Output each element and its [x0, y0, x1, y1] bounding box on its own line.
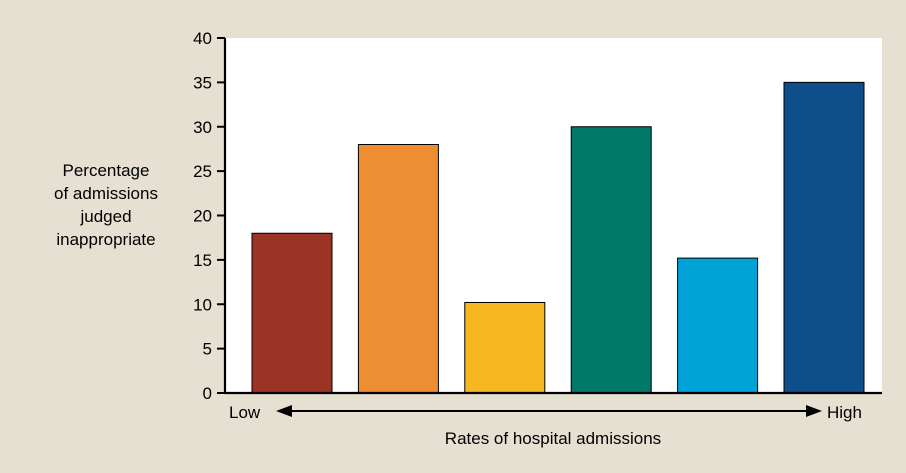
y-tick-label: 5 — [203, 340, 212, 359]
bar-3 — [464, 301, 546, 394]
y-tick-label: 15 — [193, 251, 212, 270]
y-tick-label: 0 — [203, 384, 212, 403]
arrow-right-head-icon — [806, 405, 822, 417]
arrow-left-head-icon — [276, 405, 292, 417]
y-axis-label-line: judged — [79, 207, 131, 226]
bars — [251, 81, 865, 394]
y-axis-ticks: 0 5 10 15 20 25 30 35 40 — [193, 29, 225, 403]
y-tick-label: 10 — [193, 295, 212, 314]
y-axis-label-line: inappropriate — [56, 230, 155, 249]
y-tick-label: 30 — [193, 118, 212, 137]
x-axis-title: Rates of hospital admissions — [445, 429, 661, 448]
y-tick-label: 20 — [193, 207, 212, 226]
bar-6 — [783, 81, 865, 394]
x-arrow-left-label: Low — [229, 403, 261, 422]
x-arrow-right-label: High — [827, 403, 862, 422]
bar-2 — [357, 144, 439, 394]
y-tick-label: 25 — [193, 162, 212, 181]
plot-area — [225, 38, 882, 393]
y-axis-label-line: Percentage — [63, 161, 150, 180]
bar-1 — [251, 232, 333, 394]
y-axis-label-line: of admissions — [54, 184, 158, 203]
y-tick-label: 40 — [193, 29, 212, 48]
bar-4 — [570, 126, 652, 394]
y-axis-label: Percentage of admissions judged inappropria… — [54, 161, 158, 249]
bar-5 — [677, 257, 759, 394]
y-tick-label: 35 — [193, 73, 212, 92]
